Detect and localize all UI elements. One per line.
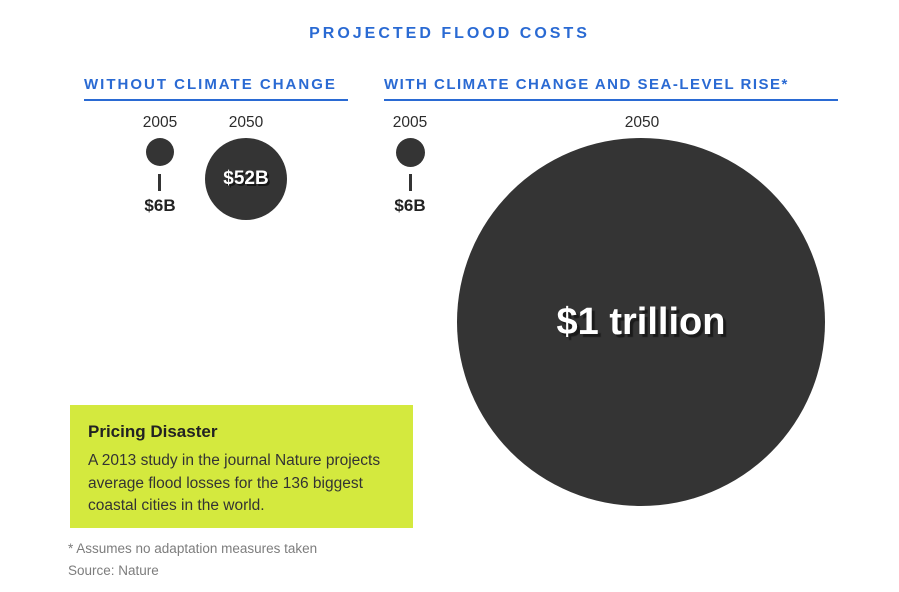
- section-header-without-climate-change: WITHOUT CLIMATE CHANGE: [84, 76, 348, 101]
- year-label-2005-with: 2005: [392, 114, 428, 131]
- tick-mark-with: [409, 174, 412, 191]
- footnote-asterisk: * Assumes no adaptation measures taken: [68, 541, 318, 556]
- year-label-2050-without: 2050: [228, 114, 264, 131]
- bubble-6b-without: [146, 138, 174, 166]
- year-label-2050-with: 2050: [624, 114, 660, 131]
- callout-body-line: coastal cities in the world.: [88, 497, 265, 514]
- value-label-1-trillion: $1 trillion: [556, 300, 726, 343]
- callout-title: Pricing Disaster: [88, 422, 218, 441]
- chart-title: PROJECTED FLOOD COSTS: [309, 25, 590, 42]
- tick-mark-without: [158, 174, 161, 191]
- bubble-52b-without: $52B: [205, 138, 287, 220]
- year-label-2005-without: 2005: [142, 114, 178, 131]
- section-header-with-climate-change: WITH CLIMATE CHANGE AND SEA-LEVEL RISE*: [384, 76, 838, 101]
- bubble-1-trillion-with: $1 trillion: [457, 138, 825, 506]
- value-label-6b-with: $6B: [394, 196, 426, 215]
- value-label-52b: $52B: [223, 168, 269, 189]
- callout-body-line: A 2013 study in the journal Nature proje…: [88, 452, 381, 469]
- value-label-6b-without: $6B: [144, 196, 176, 215]
- bubble-6b-with: [396, 138, 425, 167]
- callout-box: Pricing Disaster A 2013 study in the jou…: [70, 405, 413, 528]
- callout-body-line: average flood losses for the 136 biggest: [88, 474, 363, 492]
- footnote-source: Source: Nature: [68, 563, 159, 578]
